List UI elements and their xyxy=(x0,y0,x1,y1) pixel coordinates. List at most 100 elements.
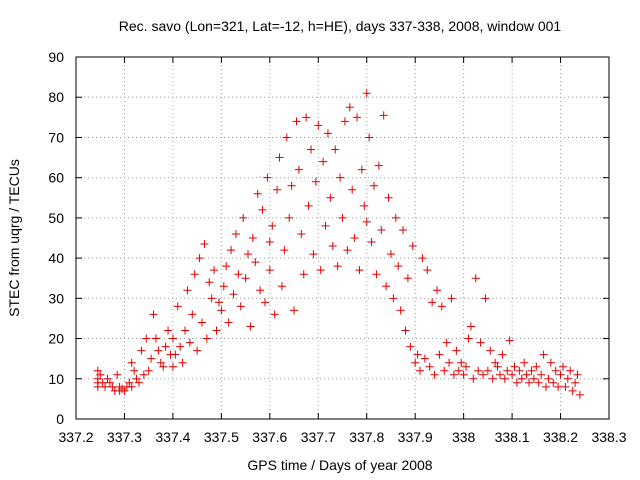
data-point xyxy=(481,294,490,303)
data-point xyxy=(350,234,359,242)
data-point xyxy=(544,374,553,383)
data-point xyxy=(343,246,352,255)
data-point xyxy=(500,374,509,383)
data-point xyxy=(474,366,483,375)
y-tick-label: 50 xyxy=(48,210,64,226)
data-point xyxy=(183,286,192,295)
data-point xyxy=(435,350,444,359)
data-point xyxy=(459,370,468,379)
data-point xyxy=(471,274,480,283)
data-point xyxy=(171,350,180,359)
data-point xyxy=(558,362,567,371)
data-point xyxy=(365,133,374,142)
data-point xyxy=(287,181,296,190)
data-point xyxy=(508,370,517,379)
y-tick-label: 0 xyxy=(56,411,64,427)
data-point xyxy=(382,282,391,291)
data-point xyxy=(554,382,563,391)
data-point xyxy=(491,358,500,367)
data-point xyxy=(275,153,284,162)
data-point xyxy=(236,302,245,311)
x-tick-label: 337.5 xyxy=(204,429,239,445)
data-point xyxy=(430,370,439,379)
data-point xyxy=(503,366,512,375)
data-point xyxy=(369,181,378,190)
y-tick-label: 60 xyxy=(48,170,64,186)
y-tick-label: 80 xyxy=(48,89,64,105)
data-point xyxy=(328,242,337,251)
data-point xyxy=(495,370,504,379)
x-tick-label: 337.9 xyxy=(398,429,433,445)
data-point xyxy=(193,346,202,355)
data-point xyxy=(483,366,492,375)
data-point xyxy=(142,334,151,343)
data-point xyxy=(377,225,386,234)
data-point xyxy=(144,366,153,375)
x-tick-label: 337.8 xyxy=(349,429,384,445)
data-point xyxy=(517,374,526,383)
x-tick-label: 338.2 xyxy=(543,429,578,445)
data-point xyxy=(207,294,216,303)
data-point xyxy=(164,326,173,335)
data-point xyxy=(529,374,538,383)
data-point xyxy=(98,378,107,387)
plot-frame xyxy=(75,56,610,420)
data-point xyxy=(219,282,228,291)
data-point xyxy=(449,370,458,379)
data-point xyxy=(522,370,531,379)
data-point xyxy=(188,310,197,319)
data-point xyxy=(323,129,332,138)
data-point xyxy=(401,326,410,335)
data-point xyxy=(348,185,357,194)
data-point xyxy=(476,338,485,347)
data-point xyxy=(573,370,582,379)
data-point xyxy=(159,362,168,371)
data-point xyxy=(270,310,279,319)
data-point xyxy=(231,229,240,238)
data-points xyxy=(93,89,584,399)
data-point xyxy=(389,294,398,303)
data-point xyxy=(265,238,274,247)
data-point xyxy=(437,302,446,311)
data-point xyxy=(222,262,231,271)
data-point xyxy=(248,234,257,242)
data-point xyxy=(362,217,371,226)
data-point xyxy=(391,213,400,222)
data-point xyxy=(319,157,328,166)
data-point xyxy=(563,374,572,383)
y-tick-label: 10 xyxy=(48,371,64,387)
data-point xyxy=(290,306,299,315)
data-point xyxy=(520,358,529,367)
x-axis: 337.2 337.3 337.4 337.5 337.6 337.7 337.8 337.9… xyxy=(58,57,627,445)
data-point xyxy=(357,165,366,174)
data-point xyxy=(469,374,478,383)
data-point xyxy=(178,358,187,367)
data-point xyxy=(447,294,456,303)
data-point xyxy=(534,378,543,387)
data-point xyxy=(285,213,294,222)
data-point xyxy=(403,274,412,283)
data-point xyxy=(197,318,206,327)
data-point xyxy=(229,290,238,299)
x-tick-label: 338 xyxy=(452,429,476,445)
x-tick-label: 337.6 xyxy=(252,429,287,445)
data-point xyxy=(234,270,243,279)
data-point xyxy=(532,362,541,371)
x-tick-label: 338.3 xyxy=(591,429,626,445)
data-point xyxy=(336,173,345,182)
data-point xyxy=(442,338,451,347)
data-point xyxy=(418,254,427,263)
data-point xyxy=(154,346,163,355)
data-point xyxy=(93,366,102,375)
data-point xyxy=(457,358,466,367)
data-point xyxy=(263,173,272,182)
data-point xyxy=(374,161,383,170)
data-point xyxy=(411,358,420,367)
x-tick-label: 337.4 xyxy=(155,429,190,445)
data-point xyxy=(394,262,403,271)
data-point xyxy=(440,366,449,375)
data-point xyxy=(379,111,388,120)
data-point xyxy=(505,336,514,345)
data-point xyxy=(515,366,524,375)
